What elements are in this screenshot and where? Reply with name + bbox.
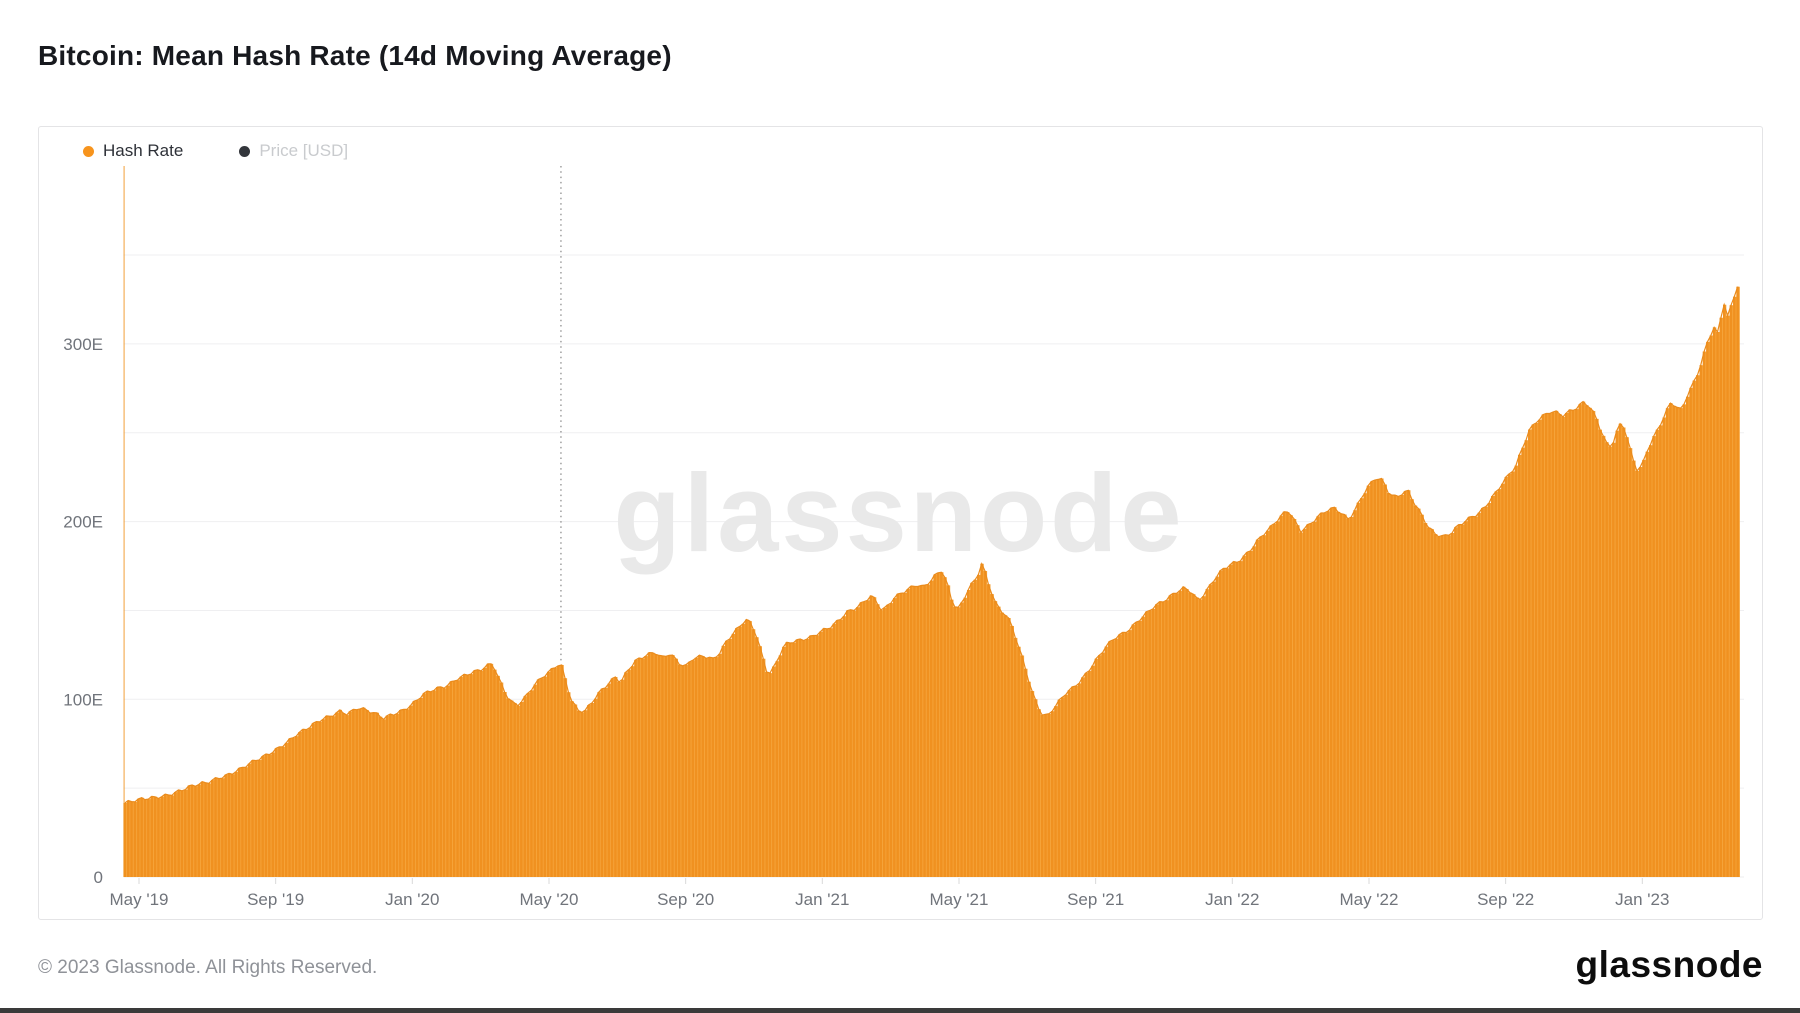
legend-label-price-usd: Price [USD] (259, 141, 349, 160)
chart-panel: Hash Rate Price [USD] glassnode May '19 Se… (38, 126, 1763, 920)
hash-rate-series (123, 286, 1741, 877)
svg-text:May '19: May '19 (110, 890, 169, 909)
svg-text:May '20: May '20 (519, 890, 578, 909)
svg-text:Sep '19: Sep '19 (247, 890, 304, 909)
svg-text:Jan '22: Jan '22 (1205, 890, 1259, 909)
svg-text:Jan '23: Jan '23 (1615, 890, 1669, 909)
glassnode-logo: glassnode (1575, 944, 1763, 985)
legend-label-hash-rate: Hash Rate (103, 141, 184, 160)
svg-text:Sep '22: Sep '22 (1477, 890, 1534, 909)
y-axis-labels: 0 100E 200E 300E (63, 335, 103, 887)
svg-text:100E: 100E (63, 690, 103, 709)
glassnode-watermark: glassnode (613, 452, 1184, 575)
svg-text:200E: 200E (63, 513, 103, 532)
hash-rate-series-swatch-icon (83, 145, 94, 157)
svg-text:300E: 300E (63, 335, 103, 354)
x-axis-labels: May '19 Sep '19 Jan '20 May '20 Sep '20 Jan '… (110, 878, 1669, 909)
svg-text:Sep '20: Sep '20 (657, 890, 714, 909)
bottom-border-bar (0, 1008, 1800, 1013)
svg-text:Jan '21: Jan '21 (795, 890, 849, 909)
price-series-swatch-icon (239, 145, 251, 157)
svg-text:May '21: May '21 (929, 890, 988, 909)
page-title: Bitcoin: Mean Hash Rate (14d Moving Aver… (38, 40, 672, 71)
legend-item-price-usd[interactable]: Price [USD] (239, 141, 348, 161)
hash-rate-area-chart[interactable]: glassnode May '19 Sep '19 Jan '20 May '20 Sep… (39, 127, 1762, 919)
svg-text:May '22: May '22 (1339, 890, 1398, 909)
legend-item-hash-rate[interactable]: Hash Rate (83, 141, 183, 161)
chart-legend: Hash Rate Price [USD] (83, 138, 348, 164)
svg-text:Jan '20: Jan '20 (385, 890, 439, 909)
svg-text:Sep '21: Sep '21 (1067, 890, 1124, 909)
footer-copyright: © 2023 Glassnode. All Rights Reserved. (38, 957, 378, 978)
svg-text:0: 0 (94, 868, 103, 887)
